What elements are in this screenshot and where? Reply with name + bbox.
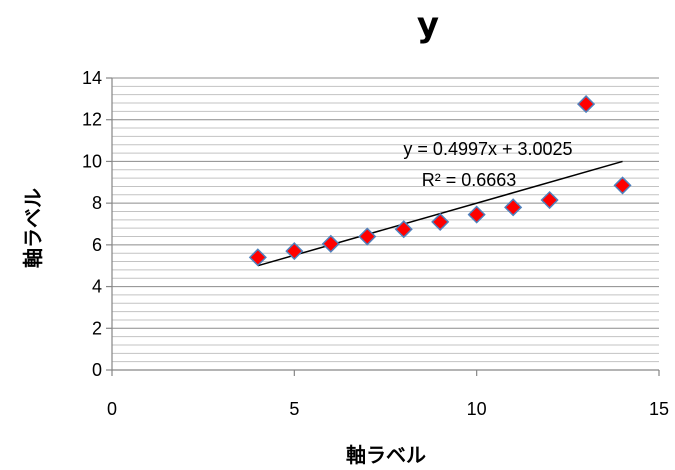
y-axis-title: 軸ラベル: [21, 188, 45, 268]
data-point: [504, 198, 523, 217]
data-point: [285, 242, 304, 261]
data-point: [467, 205, 486, 224]
data-points: [248, 95, 632, 267]
data-point: [321, 234, 340, 253]
y-tick-label: 14: [82, 68, 102, 88]
trendline-equation: y = 0.4997x + 3.0025: [403, 139, 572, 159]
trendline-r-squared: R² = 0.6663: [422, 170, 517, 190]
y-tick-label: 2: [92, 318, 102, 338]
x-tick-label: 0: [107, 399, 117, 419]
data-point: [613, 176, 632, 195]
y-tick-label: 12: [82, 110, 102, 130]
data-point: [394, 220, 413, 239]
data-point: [431, 212, 450, 231]
data-point: [358, 227, 377, 246]
data-point: [577, 95, 596, 114]
y-tick-label: 4: [92, 277, 102, 297]
y-tick-label: 8: [92, 193, 102, 213]
y-tick-label: 10: [82, 151, 102, 171]
data-point: [248, 248, 267, 267]
chart-title: y: [417, 5, 439, 45]
x-tick-label: 5: [289, 399, 299, 419]
data-point: [540, 190, 559, 210]
y-tick-label: 6: [92, 235, 102, 255]
x-axis-title: 軸ラベル: [346, 443, 426, 467]
y-tick-label: 0: [92, 360, 102, 380]
gridlines: [112, 77, 659, 363]
x-tick-label: 15: [649, 399, 669, 419]
x-tick-labels: 0 5 10 15: [107, 399, 669, 419]
y-tick-labels: 0 2 4 6 8 10 12 14: [82, 68, 102, 380]
axes: [106, 77, 660, 376]
x-tick-label: 10: [467, 399, 487, 419]
